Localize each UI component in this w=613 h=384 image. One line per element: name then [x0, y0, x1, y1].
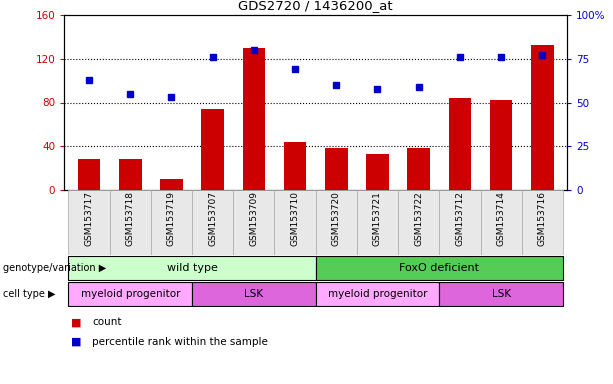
Text: GSM153722: GSM153722: [414, 191, 423, 246]
FancyBboxPatch shape: [151, 190, 192, 255]
Bar: [284, 142, 306, 190]
FancyBboxPatch shape: [522, 190, 563, 255]
Text: myeloid progenitor: myeloid progenitor: [80, 289, 180, 299]
Text: GSM153716: GSM153716: [538, 191, 547, 246]
Text: GSM153719: GSM153719: [167, 191, 176, 246]
Bar: [408, 149, 430, 190]
Text: GSM153712: GSM153712: [455, 191, 465, 246]
Text: LSK: LSK: [245, 289, 264, 299]
Text: percentile rank within the sample: percentile rank within the sample: [92, 336, 268, 346]
Text: GSM153717: GSM153717: [85, 191, 94, 246]
FancyBboxPatch shape: [69, 256, 316, 280]
FancyBboxPatch shape: [234, 190, 275, 255]
Text: GSM153718: GSM153718: [126, 191, 135, 246]
Text: GSM153720: GSM153720: [332, 191, 341, 246]
FancyBboxPatch shape: [440, 190, 481, 255]
Bar: [325, 149, 348, 190]
FancyBboxPatch shape: [398, 190, 440, 255]
FancyBboxPatch shape: [69, 282, 192, 306]
Title: GDS2720 / 1436200_at: GDS2720 / 1436200_at: [238, 0, 393, 12]
FancyBboxPatch shape: [192, 190, 234, 255]
FancyBboxPatch shape: [192, 282, 316, 306]
Text: cell type ▶: cell type ▶: [3, 289, 56, 299]
Text: wild type: wild type: [167, 263, 218, 273]
Text: GSM153707: GSM153707: [208, 191, 217, 246]
Text: GSM153710: GSM153710: [291, 191, 300, 246]
FancyBboxPatch shape: [316, 282, 440, 306]
FancyBboxPatch shape: [69, 190, 110, 255]
Text: ■: ■: [70, 317, 81, 327]
Bar: [449, 98, 471, 190]
Bar: [366, 154, 389, 190]
Text: GSM153709: GSM153709: [249, 191, 259, 246]
Bar: [531, 45, 554, 190]
FancyBboxPatch shape: [481, 190, 522, 255]
Text: myeloid progenitor: myeloid progenitor: [328, 289, 427, 299]
Bar: [243, 48, 265, 190]
FancyBboxPatch shape: [275, 190, 316, 255]
Bar: [201, 109, 224, 190]
FancyBboxPatch shape: [110, 190, 151, 255]
FancyBboxPatch shape: [316, 256, 563, 280]
Text: genotype/variation ▶: genotype/variation ▶: [3, 263, 106, 273]
Bar: [490, 100, 512, 190]
Text: GSM153714: GSM153714: [497, 191, 506, 246]
Text: FoxO deficient: FoxO deficient: [399, 263, 479, 273]
Text: GSM153721: GSM153721: [373, 191, 382, 246]
Text: count: count: [92, 317, 121, 327]
FancyBboxPatch shape: [316, 190, 357, 255]
FancyBboxPatch shape: [357, 190, 398, 255]
Bar: [78, 159, 101, 190]
Text: ■: ■: [70, 336, 81, 346]
Text: LSK: LSK: [492, 289, 511, 299]
Bar: [119, 159, 142, 190]
Bar: [160, 179, 183, 190]
FancyBboxPatch shape: [440, 282, 563, 306]
